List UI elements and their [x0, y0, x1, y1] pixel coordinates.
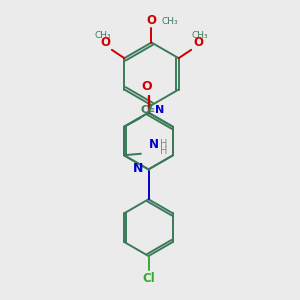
- Text: C: C: [141, 105, 149, 115]
- Text: CH₃: CH₃: [162, 16, 178, 26]
- Text: N: N: [154, 105, 164, 115]
- Text: Cl: Cl: [142, 272, 155, 285]
- Text: H: H: [160, 139, 167, 149]
- Text: CH₃: CH₃: [192, 31, 208, 40]
- Text: O: O: [142, 80, 152, 93]
- Text: N: N: [149, 138, 159, 151]
- Text: O: O: [146, 14, 156, 27]
- Text: H: H: [160, 146, 167, 156]
- Text: O: O: [100, 36, 110, 49]
- Text: O: O: [193, 36, 203, 49]
- Text: N: N: [133, 162, 143, 175]
- Text: CH₃: CH₃: [94, 31, 111, 40]
- Text: ≡: ≡: [147, 105, 155, 115]
